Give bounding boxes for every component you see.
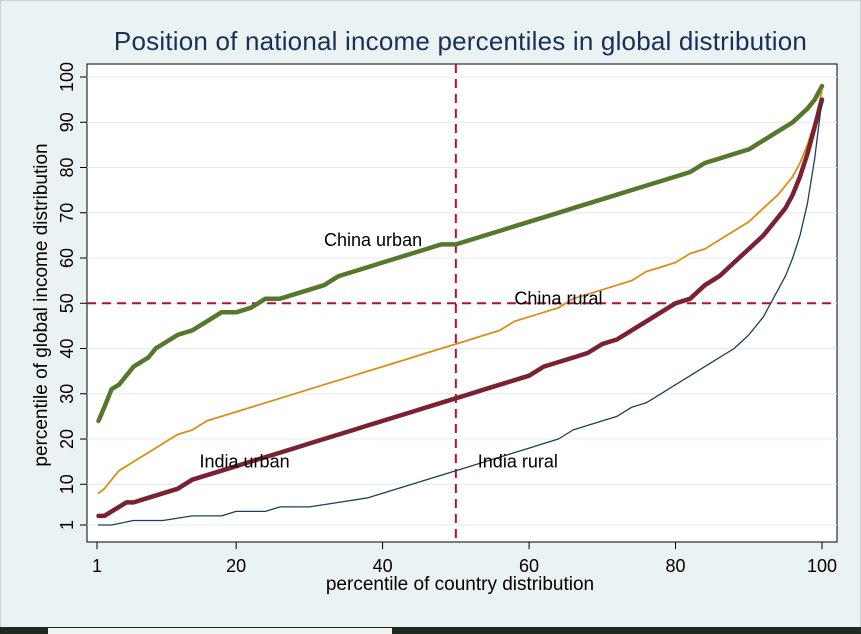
reference-lines [87,64,837,542]
y-axis-label: percentile of global income distribution [31,143,52,467]
annotation-label: China rural [514,289,602,309]
y-tick-label: 100 [57,62,77,92]
annotation-label: India urban [200,452,290,472]
gridlines [87,76,837,526]
x-tick-label: 80 [666,556,686,576]
y-tick-label: 50 [57,293,77,313]
y-tick-label: 20 [57,429,77,449]
y-tick-label: 60 [57,248,77,268]
annotations: China urban China rural India urban India r… [200,230,603,472]
window-bottom-strip [0,627,861,634]
annotation-label: India rural [478,452,558,472]
y-axis: 1 10 20 30 40 50 60 70 80 90 100 [57,62,87,530]
series-group [96,83,825,526]
chart-title: Position of national income percentiles … [113,26,808,56]
y-tick-label: 70 [57,203,77,223]
x-tick-label: 40 [373,556,393,576]
y-tick-label: 1 [57,520,77,530]
x-axis: 1 20 40 60 80 100 [92,542,837,576]
x-axis-label: percentile of country distribution [325,574,595,595]
series-line-1 [97,89,823,495]
x-tick-label: 60 [519,556,539,576]
series-line-2 [96,97,825,519]
y-tick-label: 80 [57,157,77,177]
y-tick-label: 10 [57,474,77,494]
y-tick-label: 30 [57,384,77,404]
annotation-label: China urban [324,230,422,250]
series-line-0 [96,83,825,424]
x-tick-label: 1 [92,556,102,576]
y-tick-label: 90 [57,112,77,132]
x-tick-label: 100 [807,556,837,576]
y-tick-label: 40 [57,338,77,358]
window-bottom-strip-light [48,628,392,634]
x-tick-label: 20 [226,556,246,576]
series-line-3 [97,98,823,526]
